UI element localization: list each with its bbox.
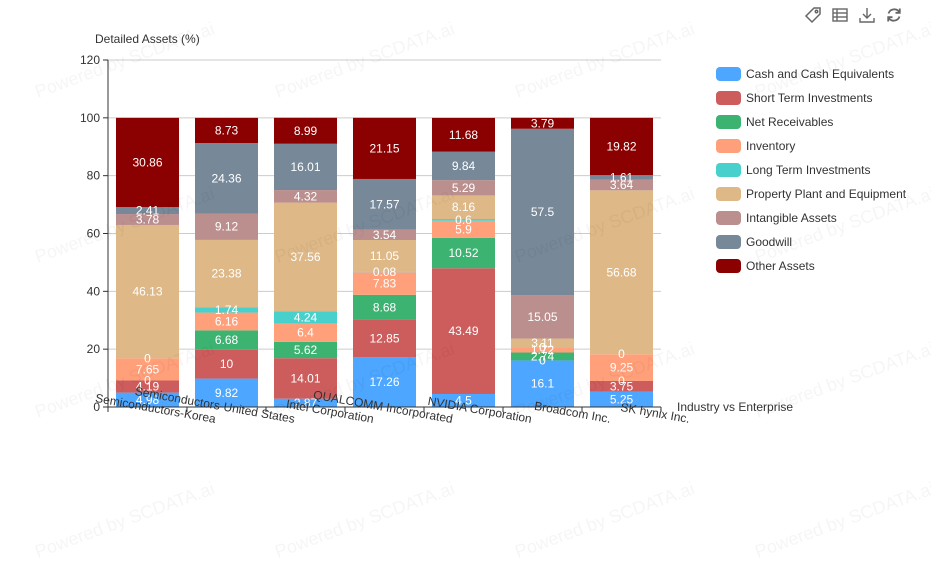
data-label: 4.24	[294, 310, 318, 324]
chart-toolbar	[804, 6, 903, 24]
legend-swatch	[716, 235, 741, 249]
data-label: 10.52	[448, 246, 478, 260]
data-label: 1.61	[610, 170, 634, 184]
data-label: 0	[618, 347, 625, 361]
data-label: 9.84	[452, 159, 476, 173]
data-label: 37.56	[290, 250, 320, 264]
data-label: 8.73	[215, 123, 239, 137]
data-label: 9.12	[215, 220, 239, 234]
data-label: 19.82	[606, 139, 636, 153]
legend-swatch	[716, 115, 741, 129]
data-label: 6.68	[215, 333, 239, 347]
legend-swatch	[716, 91, 741, 105]
data-label: 11.05	[370, 249, 399, 263]
data-label: 2.41	[136, 204, 160, 218]
legend-swatch	[716, 259, 741, 273]
data-label: 3.11	[531, 336, 554, 350]
legend-label: Inventory	[746, 139, 795, 153]
legend-item[interactable]: Property Plant and Equipment	[716, 182, 906, 206]
data-label: 56.68	[606, 265, 636, 279]
legend-item[interactable]: Goodwill	[716, 230, 906, 254]
legend-item[interactable]: Intangible Assets	[716, 206, 906, 230]
data-label: 57.5	[531, 205, 555, 219]
data-label: 10	[220, 357, 234, 371]
data-label: 0.6	[455, 213, 472, 227]
legend-swatch	[716, 163, 741, 177]
refresh-icon[interactable]	[885, 6, 903, 24]
data-label: 46.13	[132, 285, 162, 299]
legend-label: Net Receivables	[746, 115, 833, 129]
data-label: 5.62	[294, 343, 318, 357]
data-label: 4.32	[294, 189, 318, 203]
y-tick-label: 120	[80, 53, 100, 67]
download-icon[interactable]	[858, 6, 876, 24]
data-label: 21.15	[369, 141, 399, 155]
legend-item[interactable]: Other Assets	[716, 254, 906, 278]
legend-label: Intangible Assets	[746, 211, 837, 225]
legend-label: Goodwill	[746, 235, 792, 249]
legend-label: Other Assets	[746, 259, 815, 273]
data-label: 3.54	[373, 228, 397, 242]
data-label: 5.29	[452, 181, 476, 195]
legend-swatch	[716, 67, 741, 81]
data-label: 17.26	[369, 375, 399, 389]
data-label: 12.85	[369, 332, 399, 346]
data-label: 8.16	[452, 200, 476, 214]
data-label: 43.49	[448, 324, 478, 338]
legend-label: Property Plant and Equipment	[746, 187, 906, 201]
data-label: 24.36	[211, 171, 241, 185]
legend-item[interactable]: Cash and Cash Equivalents	[716, 62, 906, 86]
tag-icon[interactable]	[804, 6, 822, 24]
legend-swatch	[716, 211, 741, 225]
y-tick-label: 80	[87, 169, 101, 183]
legend-item[interactable]: Net Receivables	[716, 110, 906, 134]
data-label: 8.99	[294, 124, 318, 138]
data-label: 16.01	[290, 160, 320, 174]
legend-item[interactable]: Short Term Investments	[716, 86, 906, 110]
table-icon[interactable]	[831, 6, 849, 24]
data-label: 3.79	[531, 116, 555, 130]
y-tick-label: 60	[87, 227, 101, 241]
legend-label: Cash and Cash Equivalents	[746, 67, 894, 81]
y-tick-label: 40	[87, 284, 101, 298]
legend-swatch	[716, 139, 741, 153]
legend-label: Long Term Investments	[746, 163, 871, 177]
data-label: 0	[618, 374, 625, 388]
legend-item[interactable]: Inventory	[716, 134, 906, 158]
data-label: 1.74	[215, 303, 239, 317]
legend-label: Short Term Investments	[746, 91, 873, 105]
data-label: 15.05	[527, 310, 557, 324]
data-label: 0	[144, 351, 151, 365]
data-label: 0.08	[373, 265, 397, 279]
data-label: 8.68	[373, 300, 397, 314]
legend-item[interactable]: Long Term Investments	[716, 158, 906, 182]
data-label: 30.86	[132, 155, 162, 169]
y-tick-label: 20	[87, 342, 101, 356]
y-axis-title: Detailed Assets (%)	[95, 32, 200, 46]
legend-swatch	[716, 187, 741, 201]
data-label: 11.68	[449, 128, 478, 142]
y-tick-label: 100	[80, 111, 100, 125]
data-label: 23.38	[211, 267, 241, 281]
data-label: 9.25	[610, 361, 634, 375]
data-label: 14.01	[290, 371, 320, 385]
data-label: 17.57	[369, 197, 399, 211]
data-label: 6.4	[297, 326, 314, 340]
data-label: 16.1	[531, 377, 555, 391]
chart-legend: Cash and Cash Equivalents Short Term Inve…	[716, 62, 906, 278]
x-axis-title: Industry vs Enterprise	[677, 400, 793, 414]
